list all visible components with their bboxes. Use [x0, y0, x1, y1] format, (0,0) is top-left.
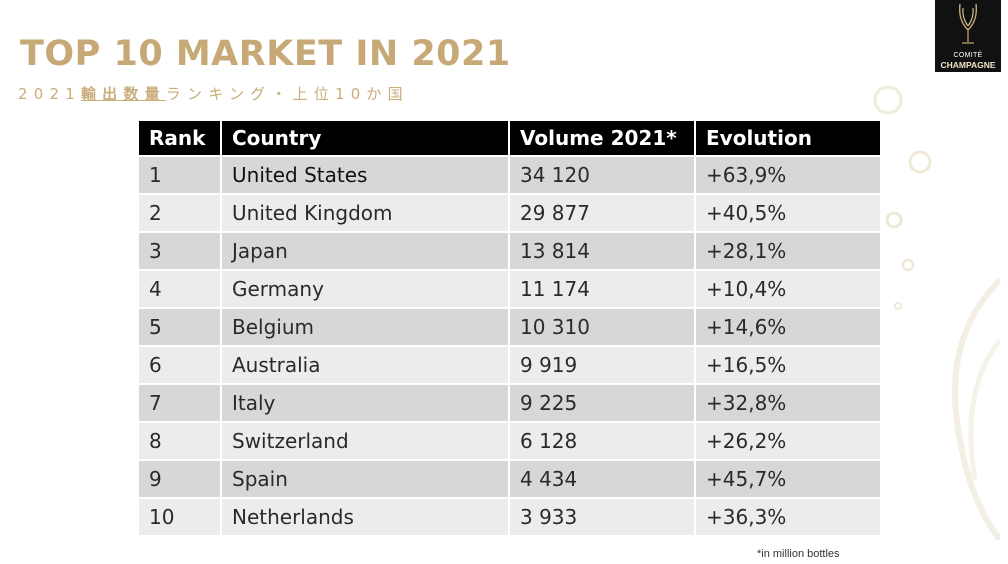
table-row: 1 United States 34 120 +63,9%: [139, 157, 880, 195]
champagne-glass-icon: [958, 3, 978, 44]
comite-champagne-logo: COMITÉ CHAMPAGNE: [935, 0, 1001, 72]
table-row: 7 Italy 9 225 +32,8%: [139, 385, 880, 423]
rank-cell: 6: [139, 347, 220, 385]
country-cell: Belgium: [222, 309, 508, 347]
volume-cell: 34 120: [510, 157, 694, 195]
volume-cell: 11 174: [510, 271, 694, 309]
evolution-cell: +26,2%: [696, 423, 880, 461]
rank-cell: 5: [139, 309, 220, 347]
table-row: 3 Japan 13 814 +28,1%: [139, 233, 880, 271]
evolution-cell: +16,5%: [696, 347, 880, 385]
table-row: 9 Spain 4 434 +45,7%: [139, 461, 880, 499]
country-cell: Spain: [222, 461, 508, 499]
volume-cell: 13 814: [510, 233, 694, 271]
table-row: 8 Switzerland 6 128 +26,2%: [139, 423, 880, 461]
logo-line-1: COMITÉ: [953, 52, 983, 59]
table-header-row: Rank Country Volume 2021* Evolution: [139, 121, 880, 157]
table-row: 2 United Kingdom 29 877 +40,5%: [139, 195, 880, 233]
ranking-table: Rank Country Volume 2021* Evolution 1 Un…: [137, 121, 882, 537]
country-cell: Switzerland: [222, 423, 508, 461]
rank-cell: 10: [139, 499, 220, 537]
evolution-cell: +45,7%: [696, 461, 880, 499]
evolution-cell: +10,4%: [696, 271, 880, 309]
volume-cell: 10 310: [510, 309, 694, 347]
rank-cell: 4: [139, 271, 220, 309]
country-cell: Australia: [222, 347, 508, 385]
country-cell: Italy: [222, 385, 508, 423]
header-volume: Volume 2021*: [510, 121, 694, 157]
country-cell: Japan: [222, 233, 508, 271]
logo-line-2: CHAMPAGNE: [940, 60, 996, 70]
volume-cell: 9 225: [510, 385, 694, 423]
evolution-cell: +14,6%: [696, 309, 880, 347]
table-row: 4 Germany 11 174 +10,4%: [139, 271, 880, 309]
rank-cell: 8: [139, 423, 220, 461]
volume-cell: 29 877: [510, 195, 694, 233]
country-cell: Germany: [222, 271, 508, 309]
rank-cell: 2: [139, 195, 220, 233]
table-row: 10 Netherlands 3 933 +36,3%: [139, 499, 880, 537]
country-cell: Netherlands: [222, 499, 508, 537]
evolution-cell: +28,1%: [696, 233, 880, 271]
header-rank: Rank: [139, 121, 220, 157]
table-row: 5 Belgium 10 310 +14,6%: [139, 309, 880, 347]
page-title: TOP 10 MARKET IN 2021: [20, 34, 511, 74]
subtitle-year: 2021: [18, 85, 81, 103]
country-cell: United Kingdom: [222, 195, 508, 233]
rank-cell: 1: [139, 157, 220, 195]
table-row: 6 Australia 9 919 +16,5%: [139, 347, 880, 385]
rank-cell: 3: [139, 233, 220, 271]
header-evolution: Evolution: [696, 121, 880, 157]
evolution-cell: +36,3%: [696, 499, 880, 537]
evolution-cell: +63,9%: [696, 157, 880, 195]
evolution-cell: +40,5%: [696, 195, 880, 233]
bubbles-decoration: [873, 85, 1000, 540]
subtitle-underlined: 輸出数量: [80, 85, 166, 103]
footnote: *in million bottles: [757, 548, 840, 560]
volume-cell: 3 933: [510, 499, 694, 537]
rank-cell: 9: [139, 461, 220, 499]
volume-cell: 9 919: [510, 347, 694, 385]
volume-cell: 6 128: [510, 423, 694, 461]
rank-cell: 7: [139, 385, 220, 423]
subtitle-rest: ランキング・上位10か国: [165, 85, 409, 103]
page-subtitle: 2021輸出数量ランキング・上位10か国: [18, 83, 409, 104]
country-cell: United States: [222, 157, 508, 195]
header-country: Country: [222, 121, 508, 157]
volume-cell: 4 434: [510, 461, 694, 499]
evolution-cell: +32,8%: [696, 385, 880, 423]
